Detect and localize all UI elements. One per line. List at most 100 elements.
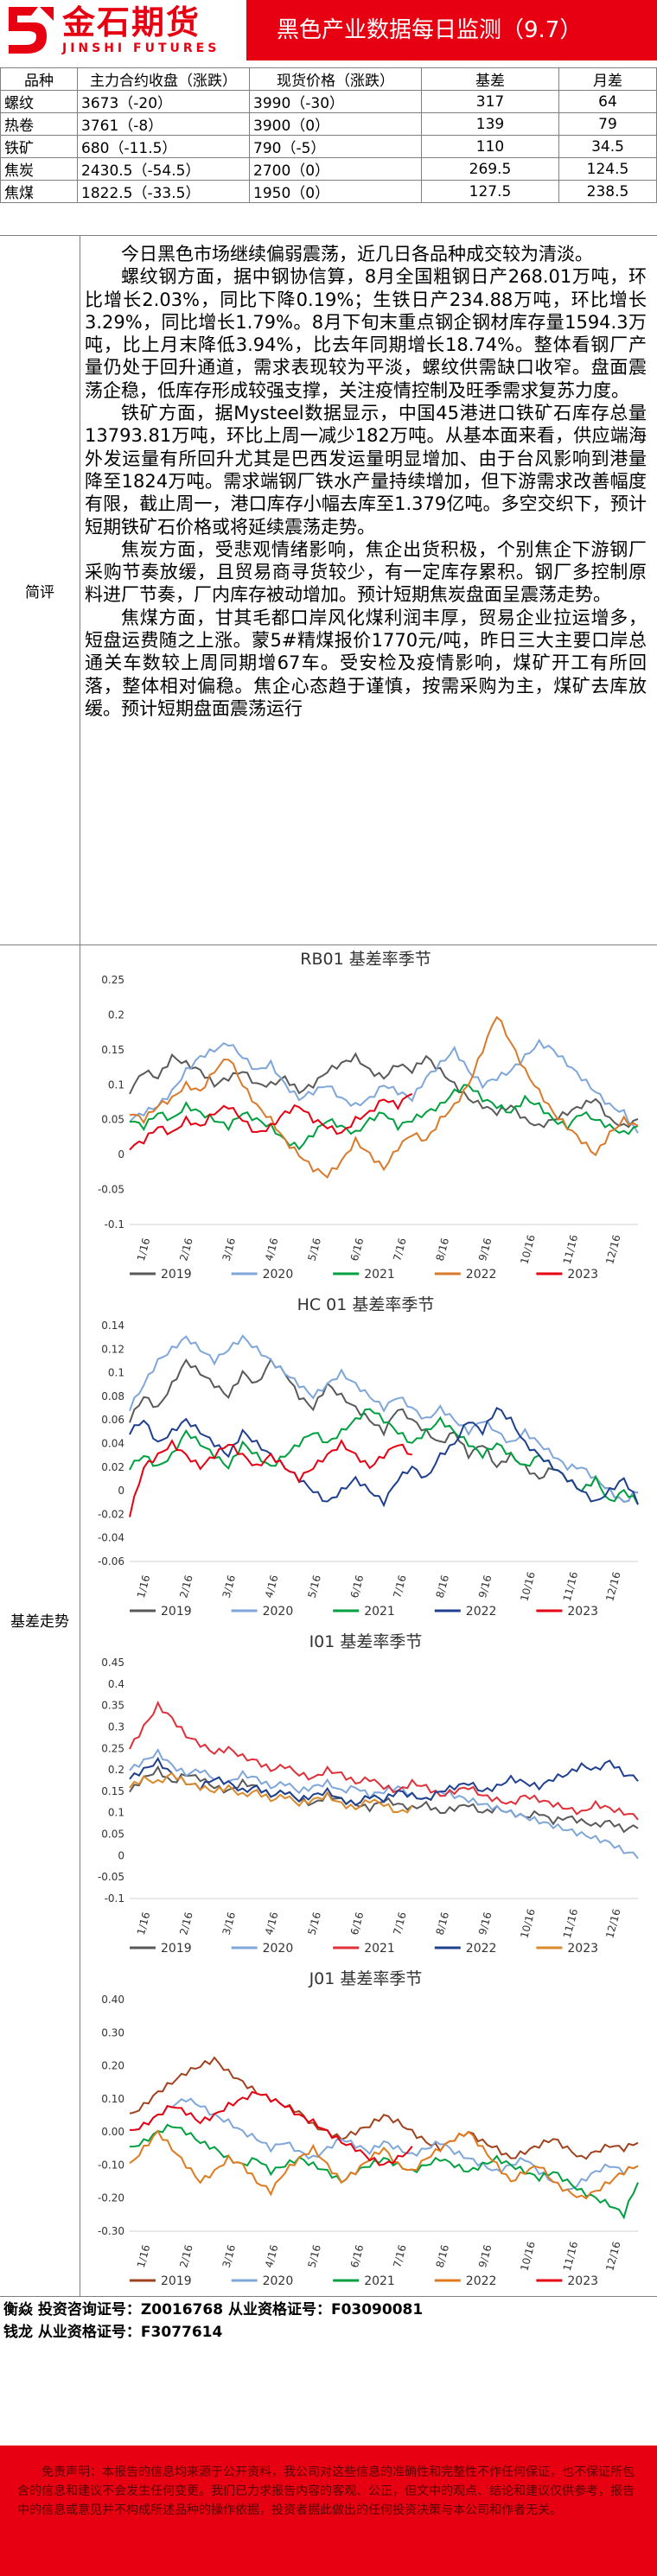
y-tick-label: 0.2 <box>108 1764 124 1776</box>
futures-close: 1822.5（-33.5） <box>77 180 250 203</box>
y-tick-label: 0 <box>118 1148 124 1161</box>
y-tick-label: 0.20 <box>101 2060 124 2072</box>
x-tick-label: 7/16 <box>391 1911 408 1937</box>
chart-title: J01 基差率季节 <box>309 1969 423 1988</box>
table-header-row: 品种 主力合约收盘（涨跌） 现货价格（涨跌） 基差 月差 <box>0 67 657 91</box>
x-tick-label: 4/16 <box>263 2243 280 2269</box>
y-tick-label: -0.02 <box>98 1508 124 1520</box>
x-tick-label: 11/16 <box>561 1570 580 1602</box>
legend-label: 2019 <box>161 1268 192 1282</box>
legend-label: 2023 <box>567 1268 598 1282</box>
y-tick-label: 0.4 <box>108 1678 124 1690</box>
chart-svg: I01 基差率季节 0.45 0.4 0.35 0.3 0.25 0.2 0.15 0.1 0.0… <box>98 1632 639 1956</box>
legend-label: 2022 <box>466 2274 497 2288</box>
product-name: 焦炭 <box>0 157 78 181</box>
x-tick-label: 10/16 <box>518 1570 537 1602</box>
legend-label: 2020 <box>263 1942 294 1956</box>
commentary-section: 简评 今日黑色市场继续偏弱震荡，近几日各品种成交较为清淡。 螺纹钢方面，据中钢协… <box>0 235 657 945</box>
legend-label: 2023 <box>567 1605 598 1619</box>
legend-label: 2020 <box>263 2274 294 2288</box>
x-tick-label: 5/16 <box>305 1237 322 1263</box>
legend-label: 2022 <box>466 1605 497 1619</box>
series-line-2019 <box>129 2056 639 2160</box>
x-tick-label: 12/16 <box>603 1233 622 1265</box>
y-tick-label: 0.45 <box>101 1657 124 1669</box>
basis-value: 127.5 <box>421 180 559 203</box>
basis-value: 139 <box>421 112 559 136</box>
series-line-2022 <box>129 1015 639 1179</box>
x-tick-label: 5/16 <box>305 1574 322 1600</box>
x-tick-label: 12/16 <box>603 2240 622 2272</box>
y-tick-label: 0.06 <box>101 1414 124 1426</box>
commentary-paragraph: 焦炭方面，受悲观情绪影响，焦企出货积极，个别焦企下游钢厂采购节奏放缓，且贸易商寻… <box>85 538 647 606</box>
x-tick-label: 4/16 <box>263 1574 280 1600</box>
legend-label: 2022 <box>466 1942 497 1956</box>
x-tick-label: 12/16 <box>603 1570 622 1602</box>
y-tick-label: 0.35 <box>101 1700 124 1712</box>
y-tick-label: -0.06 <box>98 1555 124 1568</box>
legend-label: 2021 <box>364 1605 395 1619</box>
y-tick-label: 0.15 <box>101 1785 124 1797</box>
futures-close: 3761（-8） <box>77 112 250 136</box>
series-line-2023 <box>129 1092 413 1151</box>
disclaimer-text: 免责声明：本报告的信息均来源于公开资料，我公司对这些信息的准确性和完整性不作任何… <box>17 2465 635 2517</box>
x-tick-label: 6/16 <box>348 2243 366 2269</box>
x-tick-label: 9/16 <box>476 1574 494 1600</box>
y-tick-label: -0.1 <box>105 1218 124 1231</box>
x-tick-label: 7/16 <box>391 1574 408 1600</box>
analyst-line: 钱龙 从业资格证号：F3077614 <box>3 2324 223 2341</box>
y-tick-label: 0.3 <box>108 1721 124 1733</box>
chart-title: HC 01 基差率季节 <box>297 1295 435 1314</box>
legend-label: 2020 <box>263 1268 294 1282</box>
chart-title: I01 基差率季节 <box>309 1632 423 1651</box>
x-tick-label: 2/16 <box>177 1237 195 1263</box>
chart-title: RB01 基差率季节 <box>300 950 431 969</box>
legend-label: 2019 <box>161 1605 192 1619</box>
x-tick-label: 3/16 <box>220 1574 238 1600</box>
legend-label: 2021 <box>364 1268 395 1282</box>
y-tick-label: -0.04 <box>98 1532 124 1544</box>
x-tick-label: 5/16 <box>305 1911 322 1937</box>
logo-english-name: JINSHI FUTURES <box>62 41 220 55</box>
commentary-label: 简评 <box>0 236 80 945</box>
spread-value: 238.5 <box>558 180 657 203</box>
series-line-2020 <box>129 1038 639 1134</box>
chart-i01: I01 基差率季节 0.45 0.4 0.35 0.3 0.25 0.2 0.15 0.1 0.0… <box>85 1626 647 1963</box>
price-table: 品种 主力合约收盘（涨跌） 现货价格（涨跌） 基差 月差 螺纹 3673（-20… <box>0 67 657 203</box>
y-tick-label: 0.05 <box>101 1829 124 1841</box>
product-name: 焦煤 <box>0 180 78 203</box>
chart-hc01: HC 01 基差率季节 0.14 0.12 0.1 0.08 0.06 0.04 0.02 0 -… <box>85 1289 647 1626</box>
y-tick-label: 0 <box>118 1485 124 1497</box>
x-tick-label: 4/16 <box>263 1911 280 1937</box>
x-tick-label: 11/16 <box>561 1907 580 1939</box>
x-tick-label: 9/16 <box>476 2243 494 2269</box>
x-tick-label: 6/16 <box>348 1911 366 1937</box>
futures-close: 680（-11.5） <box>77 135 250 158</box>
column-header: 品种 <box>0 67 78 91</box>
series-line-2023 <box>129 1439 412 1517</box>
series-line-2023 <box>129 2090 413 2166</box>
legend-label: 2021 <box>364 2274 395 2288</box>
x-tick-label: 9/16 <box>476 1237 494 1263</box>
spread-value: 79 <box>558 112 657 136</box>
x-tick-label: 6/16 <box>348 1237 366 1263</box>
commentary-paragraph: 螺纹钢方面，据中钢协信算，8月全国粗钢日产268.01万吨，环比增长2.03%，… <box>85 266 647 401</box>
series-line-2020 <box>129 1334 639 1504</box>
x-tick-label: 2/16 <box>177 1574 195 1600</box>
logo: 金石期货 JINSHI FUTURES <box>0 0 246 60</box>
commentary-text: 今日黑色市场继续偏弱震荡，近几日各品种成交较为清淡。 螺纹钢方面，据中钢协信算，… <box>85 243 647 720</box>
y-tick-label: 0.12 <box>101 1343 124 1355</box>
x-tick-label: 8/16 <box>434 1911 451 1937</box>
basis-value: 269.5 <box>421 157 559 181</box>
spot-price: 790（-5） <box>249 135 422 158</box>
legend-label: 2023 <box>567 2274 598 2288</box>
y-tick-label: 0 <box>118 1849 124 1861</box>
chart-j01: J01 基差率季节 0.40 0.30 0.20 0.10 0.00 -0.10 -0.20 -… <box>85 1963 647 2296</box>
x-tick-label: 10/16 <box>518 2240 537 2272</box>
legend-label: 2019 <box>161 1942 192 1956</box>
y-tick-label: 0.40 <box>101 1994 124 2006</box>
commentary-paragraph: 铁矿方面，据Mysteel数据显示，中国45港进口铁矿石库存总量13793.81… <box>85 403 647 537</box>
y-tick-label: -0.1 <box>105 1892 124 1905</box>
spread-value: 34.5 <box>558 135 657 158</box>
series-line-2019 <box>129 1358 639 1504</box>
